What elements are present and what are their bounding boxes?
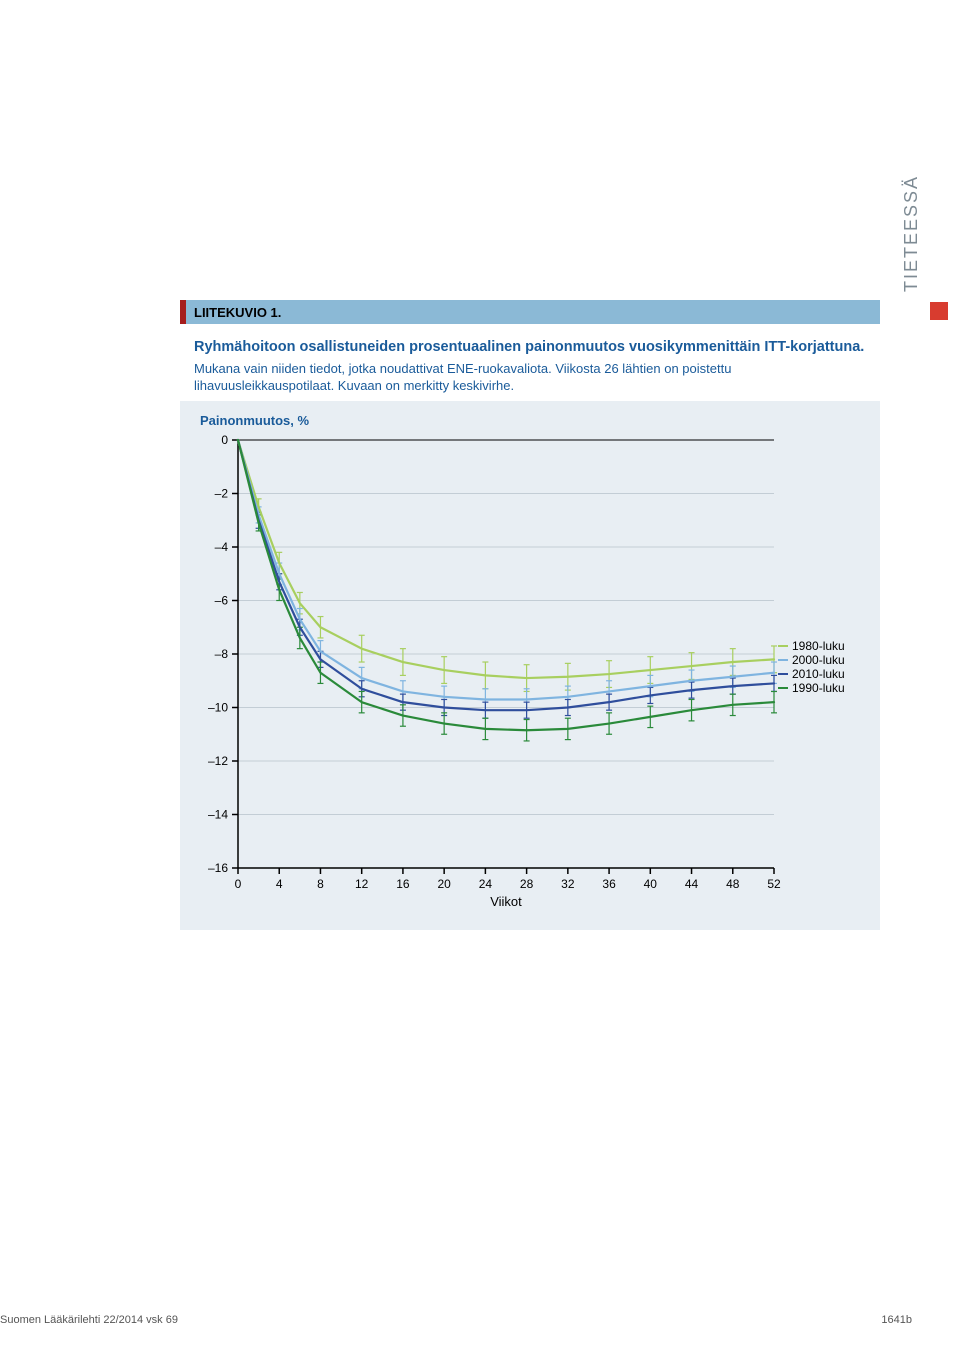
- figure-header-label: LIITEKUVIO 1.: [194, 305, 281, 320]
- figure-caption: Ryhmähoitoon osallistuneiden prosentuaal…: [180, 324, 880, 401]
- chart-ylabel: Painonmuutos, %: [200, 413, 870, 428]
- svg-text:–2: –2: [215, 486, 229, 500]
- svg-text:–10: –10: [208, 700, 228, 714]
- svg-text:32: 32: [561, 877, 575, 891]
- svg-text:16: 16: [396, 877, 410, 891]
- chart-svg: 0–2–4–6–8–10–12–14–160481216202428323640…: [190, 432, 870, 912]
- svg-text:36: 36: [602, 877, 616, 891]
- figure-description: Mukana vain niiden tiedot, jotka noudatt…: [194, 360, 870, 395]
- svg-text:0: 0: [221, 433, 228, 447]
- svg-text:–12: –12: [208, 754, 228, 768]
- svg-text:Viikot: Viikot: [490, 894, 522, 909]
- page: TIETEESSÄ LIITEKUVIO 1. Ryhmähoitoon osa…: [0, 0, 960, 1356]
- svg-text:24: 24: [479, 877, 493, 891]
- svg-text:8: 8: [317, 877, 324, 891]
- svg-text:20: 20: [437, 877, 451, 891]
- svg-text:2000-luku: 2000-luku: [792, 653, 845, 667]
- figure-title: Ryhmähoitoon osallistuneiden prosentuaal…: [194, 338, 870, 358]
- svg-text:1990-luku: 1990-luku: [792, 681, 845, 695]
- side-tab-text: TIETEESSÄ: [901, 175, 922, 292]
- svg-text:–8: –8: [215, 647, 229, 661]
- footer-left: Suomen Lääkärilehti 22/2014 vsk 69: [0, 1314, 178, 1326]
- svg-text:28: 28: [520, 877, 534, 891]
- page-footer: Suomen Lääkärilehti 22/2014 vsk 69 1641b: [0, 1314, 960, 1326]
- svg-text:–14: –14: [208, 807, 228, 821]
- svg-text:–6: –6: [215, 593, 229, 607]
- side-tab-square: [930, 302, 948, 320]
- svg-text:48: 48: [726, 877, 740, 891]
- footer-right: 1641b: [881, 1314, 912, 1326]
- svg-text:1980-luku: 1980-luku: [792, 639, 845, 653]
- chart-area: Painonmuutos, % 0–2–4–6–8–10–12–14–16048…: [180, 401, 880, 930]
- svg-text:–4: –4: [215, 540, 229, 554]
- svg-text:0: 0: [235, 877, 242, 891]
- svg-text:12: 12: [355, 877, 369, 891]
- side-tab: TIETEESSÄ: [920, 200, 960, 320]
- header-red-bar: [180, 300, 186, 324]
- svg-text:–16: –16: [208, 861, 228, 875]
- svg-text:2010-luku: 2010-luku: [792, 667, 845, 681]
- svg-text:40: 40: [644, 877, 658, 891]
- figure-box: LIITEKUVIO 1. Ryhmähoitoon osallistuneid…: [180, 300, 880, 930]
- figure-header: LIITEKUVIO 1.: [180, 300, 880, 324]
- svg-text:44: 44: [685, 877, 699, 891]
- svg-text:4: 4: [276, 877, 283, 891]
- svg-text:52: 52: [767, 877, 781, 891]
